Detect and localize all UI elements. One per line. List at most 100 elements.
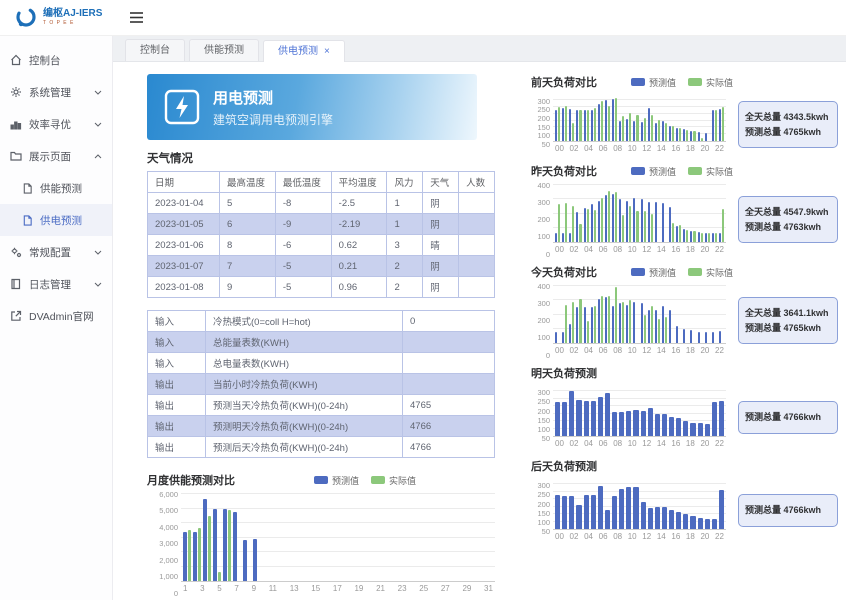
table-row: 输出 当前小时冷热负荷(KWH) (147, 373, 495, 395)
weather-table: 日期 最高温度 最低温度 平均温度 风力 天气 人数 2023-01-04 5 -8 -2.5 1 阴 2… (147, 171, 495, 298)
file-icon (23, 182, 32, 194)
banner-title: 用电预测 (213, 89, 274, 107)
tab-label: 供能预测 (204, 44, 244, 56)
sidebar-item-label: 常规配置 (29, 246, 71, 259)
x-axis: 1 3 5 7 9 11 13 15 17 19 21 23 25 27 29 31 (183, 584, 493, 593)
tomorrow-forecast-chart: 300 250 200 150 100 50 00 02 04 06 08 10 12 14 16 18 20… (531, 387, 726, 448)
sidebar-item-energy-forecast[interactable]: 供能预测 (0, 172, 112, 204)
y-axis: 300 250 200 150 100 50 (537, 480, 550, 537)
today-compare-section: 今天负荷对比 预测值 实际值 400 300 200 100 0 00 02 04 06 08 10… (531, 264, 838, 360)
banner-subtitle: 建筑空调用电预测引擎 (213, 112, 334, 127)
plot-area (553, 480, 726, 530)
file-icon (23, 214, 32, 226)
sidebar-item-console[interactable]: 控制台 (0, 44, 112, 76)
y-axis: 400 300 200 100 0 (537, 281, 550, 360)
plot-area (553, 184, 726, 243)
table-row: 2023-01-04 5 -8 -2.5 1 阴 (147, 192, 495, 214)
daybefore-compare-section: 前天负荷对比 预测值 实际值 300 250 200 150 100 50 00 02 04 06… (531, 74, 838, 153)
table-header-row: 日期 最高温度 最低温度 平均温度 风力 天气 人数 (147, 171, 495, 193)
x-axis: 00 02 04 06 08 10 12 14 16 18 20 22 (555, 245, 724, 254)
plot-area (553, 285, 726, 344)
logo-title: 编枢AJ-IERS (43, 8, 103, 19)
table-row: 2023-01-06 8 -6 0.62 3 晴 (147, 234, 495, 256)
page-banner: 用电预测 建筑空调用电预测引擎 (147, 74, 477, 140)
table-row: 输入 冷热模式(0=coll H=hot) 0 (147, 310, 495, 332)
chart-title: 后天负荷预测 (531, 461, 597, 473)
chart-title: 月度供能预测对比 (147, 475, 235, 487)
close-icon[interactable]: × (324, 45, 330, 57)
app-logo: 编枢AJ-IERS T O P E E (0, 6, 113, 30)
y-axis: 6,000 5,000 4,000 3,000 2,000 1,000 0 (159, 489, 178, 598)
y-axis: 300 250 200 150 100 50 (537, 96, 550, 149)
y-axis: 400 300 200 100 0 (537, 180, 550, 259)
top-bar: 编枢AJ-IERS T O P E E (0, 0, 846, 36)
chart-legend: 预测值 实际值 (631, 76, 733, 89)
chart-title: 今天负荷对比 (531, 267, 597, 279)
chart-title: 昨天负荷对比 (531, 166, 597, 178)
table-row: 输入 总能量表数(KWH) (147, 331, 495, 353)
total-badge: 全天总量 3641.1kwh 预测总量 4765kwh (738, 297, 838, 344)
tab-bar: 控制台 供能预测 供电预测 × (113, 36, 846, 62)
today-compare-chart: 400 300 200 100 0 00 02 04 06 08 10 12 14 16 18 20 22 (531, 281, 726, 360)
sidebar-item-general-config[interactable]: 常规配置 (0, 236, 112, 268)
plot-area (553, 387, 726, 437)
sidebar-item-display-pages[interactable]: 展示页面 (0, 140, 112, 172)
tab-power-forecast[interactable]: 供电预测 × (263, 40, 345, 62)
electricity-icon (164, 89, 200, 125)
sidebar-item-label: 日志管理 (29, 278, 71, 291)
table-row: 输出 预测当天冷热负荷(KWH)(0-24h) 4765 (147, 394, 495, 416)
sidebar-item-label: 展示页面 (29, 150, 71, 163)
home-icon (11, 54, 21, 66)
y-axis: 300 250 200 150 100 50 (537, 387, 550, 444)
chevron-down-icon (94, 86, 102, 98)
hamburger-menu-icon[interactable] (129, 11, 144, 24)
sidebar-item-label: 供电预测 (40, 214, 82, 227)
x-axis: 00 02 04 06 08 10 12 14 16 18 20 22 (555, 144, 724, 153)
tab-console[interactable]: 控制台 (125, 39, 185, 61)
sidebar-item-log-management[interactable]: 日志管理 (0, 268, 112, 300)
chevron-up-icon (94, 150, 102, 162)
external-link-icon (11, 310, 22, 321)
sidebar-item-label: 系统管理 (29, 86, 71, 99)
logo-icon (16, 6, 36, 27)
chart-icon (10, 121, 22, 130)
folder-icon (10, 151, 22, 161)
chart-legend: 预测值 实际值 (313, 474, 416, 487)
chart-title: 明天负荷预测 (531, 368, 597, 380)
page-content: 用电预测 建筑空调用电预测引擎 天气情况 日期 最高温度 最低温度 平均温度 风力 天气人… (113, 62, 846, 600)
dayafter-forecast-chart: 300 250 200 150 100 50 00 02 04 06 08 10 12 14 16 18 20… (531, 480, 726, 541)
sidebar-item-label: 效率寻优 (29, 118, 71, 131)
plot-area (181, 493, 495, 582)
yesterday-compare-chart: 400 300 200 100 0 00 02 04 06 08 10 12 14 16 18 20 22 (531, 180, 726, 259)
chevron-down-icon (94, 246, 102, 258)
sidebar-item-label: DVAdmin官网 (29, 310, 94, 323)
plot-area (553, 96, 726, 142)
chevron-down-icon (94, 118, 102, 130)
sidebar-item-efficiency[interactable]: 效率寻优 (0, 108, 112, 140)
x-axis: 00 02 04 06 08 10 12 14 16 18 20 22 (555, 532, 724, 541)
chevron-down-icon (94, 278, 102, 290)
total-badge: 预测总量 4766kwh (738, 401, 838, 434)
weather-section-title: 天气情况 (147, 153, 193, 165)
sidebar-item-dvadmin-site[interactable]: DVAdmin官网 (0, 300, 112, 332)
table-row: 2023-01-07 7 -5 0.21 2 阴 (147, 255, 495, 277)
table-row: 输出 预测明天冷热负荷(KWH)(0-24h) 4766 (147, 415, 495, 437)
io-table: 输入 冷热模式(0=coll H=hot) 0 输入 总能量表数(KWH) 输入 总电量表数… (147, 310, 495, 458)
total-badge: 全天总量 4343.5kwh 预测总量 4765kwh (738, 101, 838, 148)
total-badge: 预测总量 4766kwh (738, 494, 838, 527)
x-axis: 00 02 04 06 08 10 12 14 16 18 20 22 (555, 346, 724, 355)
table-row: 2023-01-08 9 -5 0.96 2 阴 (147, 276, 495, 298)
x-axis: 00 02 04 06 08 10 12 14 16 18 20 22 (555, 439, 724, 448)
dayafter-forecast-section: 后天负荷预测 300 250 200 150 100 50 00 02 04 06 08 10 12 1… (531, 458, 838, 541)
chart-legend: 预测值 实际值 (631, 266, 733, 279)
sidebar-item-system[interactable]: 系统管理 (0, 76, 112, 108)
yesterday-compare-section: 昨天负荷对比 预测值 实际值 400 300 200 100 0 00 02 04 06 08 10… (531, 163, 838, 259)
logo-subtitle: T O P E E (43, 20, 75, 26)
sidebar-item-power-forecast[interactable]: 供电预测 (0, 204, 112, 236)
monthly-forecast-section: 月度供能预测对比 预测值 实际值 6,000 5,000 4,000 3,000 2,00… (147, 472, 495, 598)
table-row: 2023-01-05 6 -9 -2.19 1 阴 (147, 213, 495, 235)
table-row: 输入 总电量表数(KWH) (147, 352, 495, 374)
daybefore-compare-chart: 300 250 200 150 100 50 00 02 04 06 08 10 12 14 16 18 20… (531, 96, 726, 153)
tab-energy-forecast[interactable]: 供能预测 (189, 39, 259, 61)
tab-label: 控制台 (140, 44, 170, 56)
